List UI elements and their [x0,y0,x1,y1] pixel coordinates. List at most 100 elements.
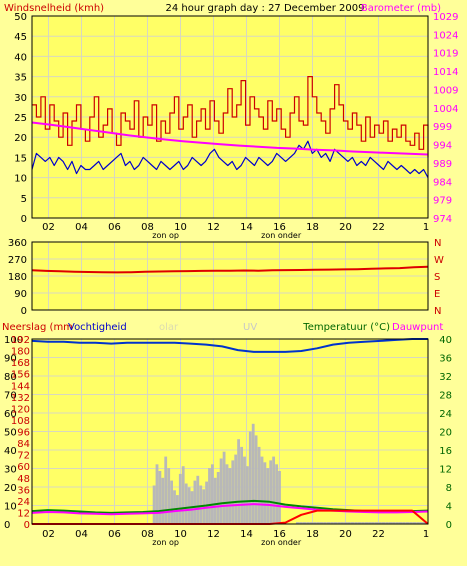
solar-bar [167,468,171,524]
wind-y-tick: 35 [14,73,27,84]
uv-bar [296,522,300,524]
solar-bar [187,487,191,524]
solar-bar [234,454,238,524]
humidity-y-tick: 10 [4,502,17,513]
x-tick-label: 14 [240,222,253,233]
solar-bar [269,460,273,524]
baro-y-tick: 989 [433,159,452,170]
baro-y-tick: 1014 [433,67,458,78]
solar-bar [248,431,252,524]
uv-bar [423,522,427,524]
uv-bar [313,522,317,524]
solar-bar [170,480,173,524]
wind-y-tick: 40 [14,52,27,63]
rain-y-tick: 144 [11,381,30,392]
rain-y-tick: 60 [17,462,30,473]
humidity-y-tick: 30 [4,465,17,476]
uv-bar [375,522,379,524]
baro-y-tick: 1009 [433,85,458,96]
baro-y-tick: 974 [433,214,452,225]
x-tick-label: 08 [141,222,154,233]
uv-bar [306,522,310,524]
uv-bar [385,522,389,524]
x-tick-label: 10 [174,222,187,233]
x-tick-label: 16 [273,222,286,233]
rain-y-tick: 12 [17,508,30,519]
barometer-line [31,121,429,156]
rain-y-tick: 192 [11,335,30,346]
rain-y-tick: 108 [11,416,30,427]
solar-bar [266,468,270,524]
uv-bar [409,522,413,524]
x-tick-label: 20 [339,222,352,233]
uv-bar [337,522,341,524]
uv-bar [381,522,386,524]
x-tick-label: 1 [423,529,429,540]
solar-bar [199,485,203,524]
solar-bar [225,464,229,524]
humidity-y-tick: 40 [4,446,17,457]
x-tick-label: 20 [339,529,352,540]
wind-axis-title: Windsnelheid (kmh) [4,3,104,14]
wind-y-tick: 15 [14,153,27,164]
x-tick-label: 18 [306,529,319,540]
uv-bar [333,522,337,524]
uv-bar [371,522,375,524]
wind-y-tick: 20 [14,133,27,144]
legend-temperature: Temperatuur (°C) [302,322,390,333]
uv-bar [350,522,355,524]
x-tick-label: 1 [423,222,429,233]
humidity-y-tick: 60 [4,409,17,420]
uv-bar [316,522,320,524]
sunrise-marker: zon op [152,538,179,547]
avg-wind-line [31,140,429,178]
uv-bar [330,522,334,524]
solar-bar [193,480,197,524]
uv-bar [323,522,327,524]
humidity-y-tick: 70 [4,391,17,402]
rain-y-tick: 120 [11,404,30,415]
uv-bar [388,522,392,524]
uv-bar [299,522,303,524]
x-tick-label: 10 [174,529,187,540]
uv-bar [344,522,348,524]
uv-bar [302,522,307,524]
x-tick-label: 02 [42,222,55,233]
humidity-y-tick: 100 [4,335,23,346]
uv-bar [399,522,403,524]
solar-bar [213,477,217,525]
solar-bar [251,423,255,524]
x-tick-label: 06 [108,222,121,233]
baro-y-tick: 999 [433,122,452,133]
solar-bar [219,458,223,524]
humidity-y-tick: 80 [4,372,17,383]
baro-y-tick: 1004 [433,104,458,115]
baro-y-tick: 1024 [433,30,458,41]
compass-tick: W [434,255,444,266]
uv-bar [405,522,410,524]
legend-dewpoint: Dauwpunt [392,322,443,333]
temp-y-tick: 12 [439,465,452,476]
humidity-y-tick: 90 [4,354,17,365]
solar-bar [216,472,220,524]
direction-y-tick: 0 [21,306,27,317]
wind-y-tick: 5 [21,194,27,205]
x-tick-label: 14 [240,529,253,540]
wind-direction-line [31,265,429,274]
x-tick-label: 22 [372,529,385,540]
uv-bar [402,522,406,524]
x-tick-label: 04 [75,529,88,540]
sunset-marker: zon onder [261,231,302,240]
compass-tick: E [434,289,440,300]
humidity-y-tick: 0 [4,520,10,531]
direction-y-tick: 90 [14,289,27,300]
x-tick-label: 08 [141,529,154,540]
solar-bar [152,485,156,524]
temp-y-tick: 24 [439,409,452,420]
baro-y-tick: 994 [433,141,452,152]
rain-y-tick: 72 [17,451,30,462]
legend-rain: Neerslag (mm [2,322,73,333]
temp-y-tick: 8 [446,483,452,494]
